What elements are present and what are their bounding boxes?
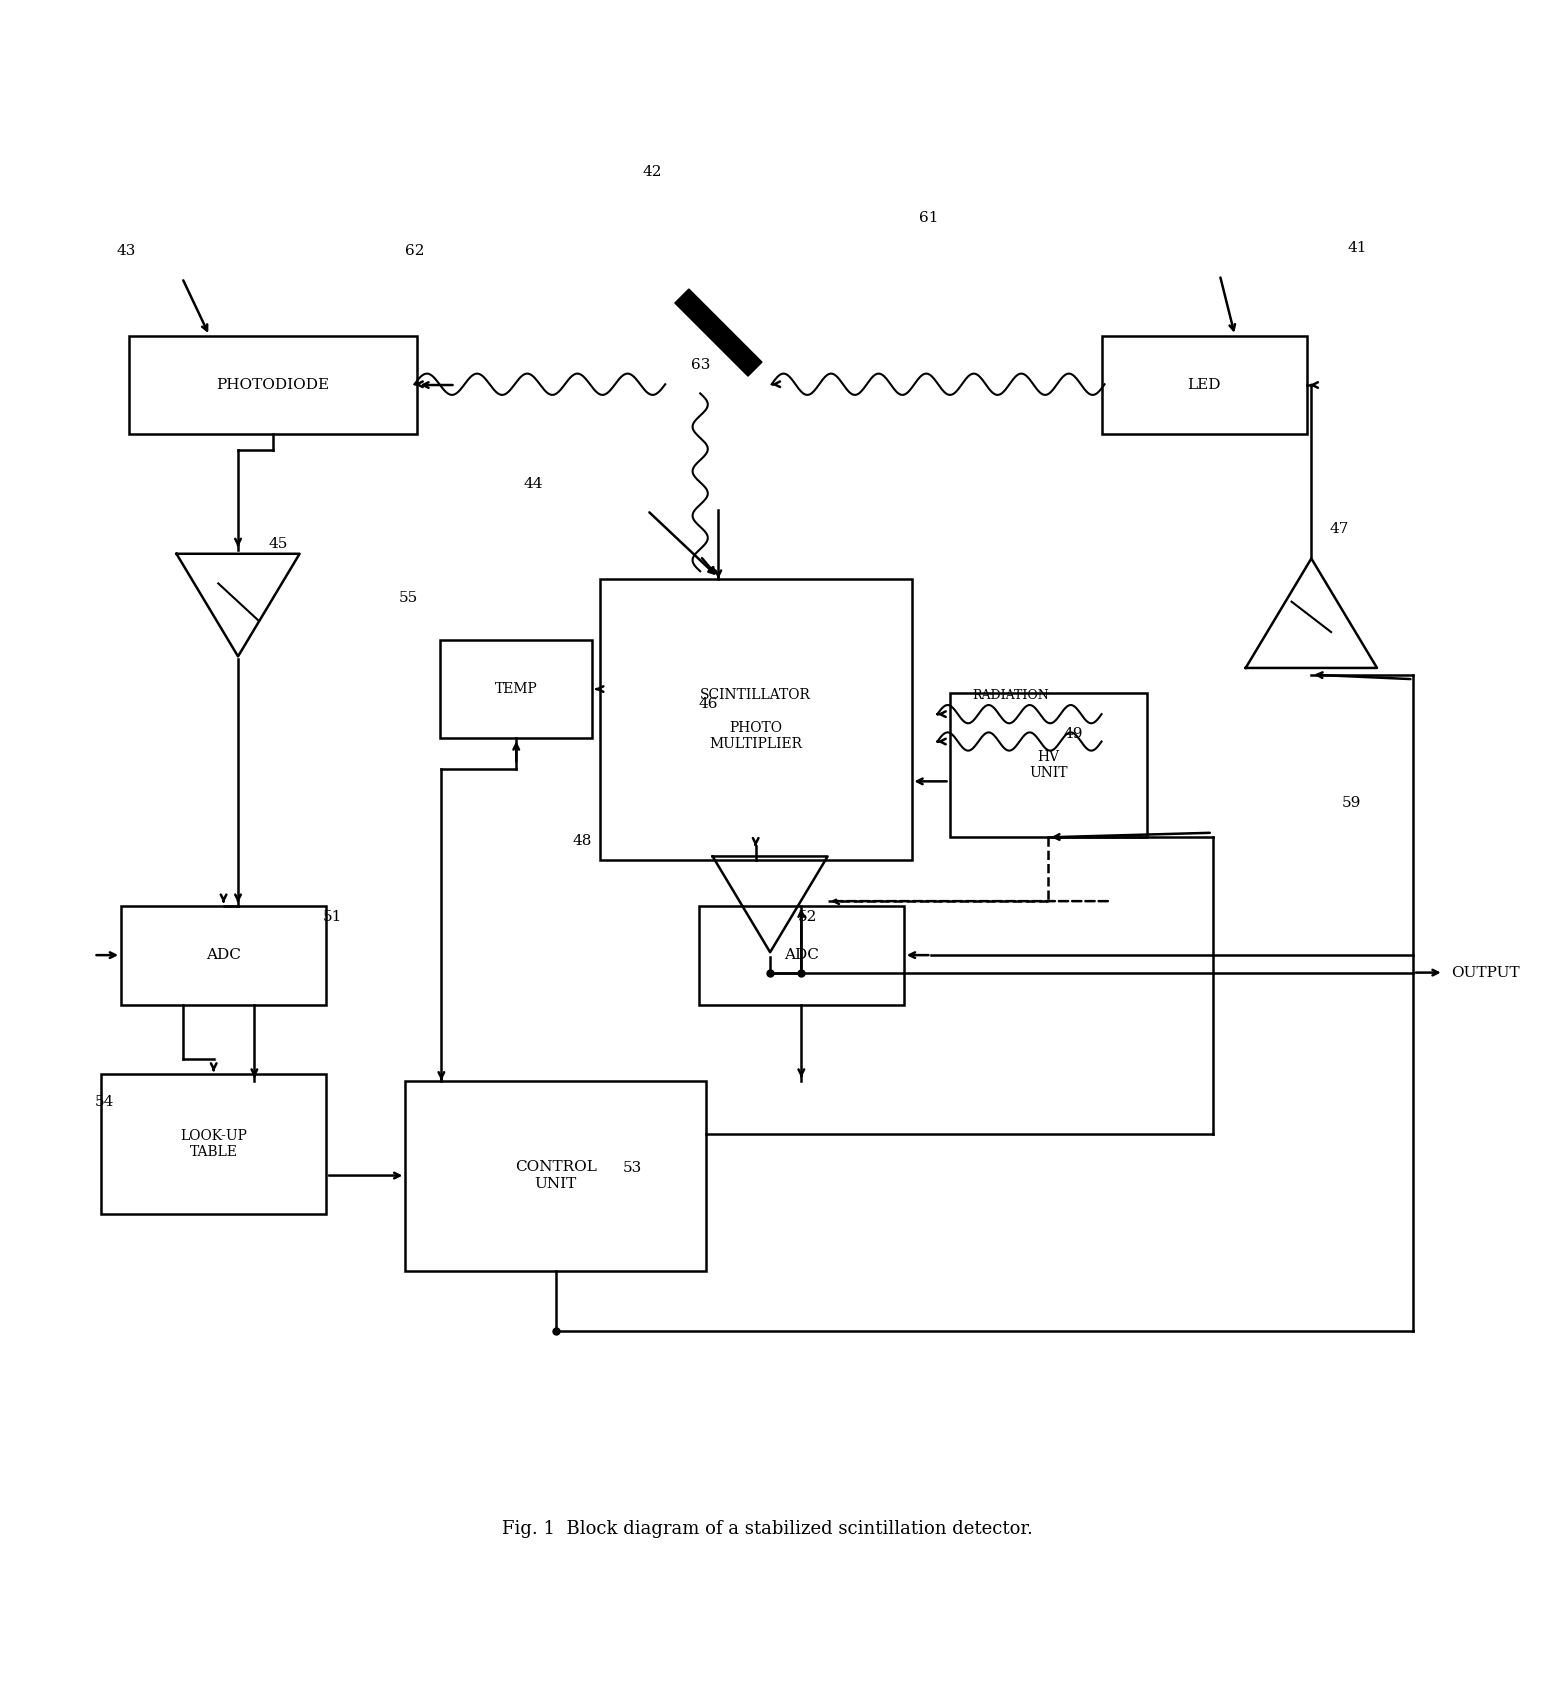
Text: CONTROL
UNIT: CONTROL UNIT (515, 1161, 597, 1190)
Bar (600, 580, 912, 859)
Text: TEMP: TEMP (495, 682, 537, 696)
Text: 62: 62 (406, 244, 424, 257)
Text: 44: 44 (523, 477, 543, 491)
Text: PHOTODIODE: PHOTODIODE (216, 379, 330, 392)
Bar (406, 1081, 707, 1270)
Text: 41: 41 (1349, 240, 1367, 256)
Bar (699, 905, 904, 1004)
Text: 59: 59 (1342, 796, 1361, 810)
Text: 53: 53 (623, 1161, 642, 1175)
Bar (102, 1074, 326, 1214)
Text: ADC: ADC (784, 948, 819, 962)
Text: 48: 48 (572, 834, 593, 847)
Text: HV
UNIT: HV UNIT (1029, 750, 1068, 781)
Bar (128, 336, 418, 435)
Text: 63: 63 (691, 358, 710, 372)
Text: 43: 43 (116, 244, 136, 257)
Bar (120, 905, 326, 1004)
Text: 46: 46 (699, 697, 717, 711)
Text: 47: 47 (1330, 522, 1349, 537)
Text: LOOK-UP
TABLE: LOOK-UP TABLE (181, 1129, 247, 1159)
Bar (440, 639, 593, 738)
Text: 61: 61 (920, 211, 938, 225)
Text: 54: 54 (96, 1095, 114, 1110)
Text: Fig. 1  Block diagram of a stabilized scintillation detector.: Fig. 1 Block diagram of a stabilized sci… (501, 1521, 1032, 1538)
Text: SCINTILLATOR

PHOTO
MULTIPLIER: SCINTILLATOR PHOTO MULTIPLIER (701, 689, 812, 750)
Text: 52: 52 (798, 910, 816, 924)
Text: ADC: ADC (207, 948, 241, 962)
Text: 49: 49 (1063, 728, 1083, 742)
Text: 51: 51 (322, 910, 343, 924)
Text: LED: LED (1188, 379, 1221, 392)
Bar (949, 692, 1146, 837)
Polygon shape (674, 290, 762, 377)
Bar (1102, 336, 1307, 435)
Text: RADIATION: RADIATION (972, 689, 1049, 702)
Text: 42: 42 (642, 165, 662, 179)
Text: 55: 55 (400, 590, 418, 605)
Text: OUTPUT: OUTPUT (1452, 965, 1520, 980)
Text: 45: 45 (268, 537, 289, 551)
